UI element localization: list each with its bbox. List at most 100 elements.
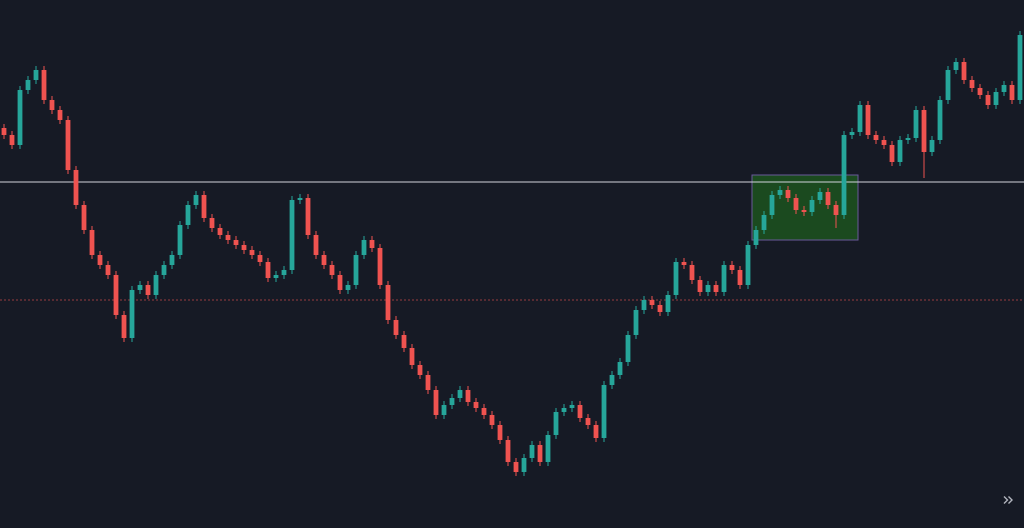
candle-body [273, 275, 279, 278]
candle-body [385, 285, 391, 320]
candle-body [937, 100, 943, 140]
candle-body [873, 135, 879, 140]
candle-body [601, 385, 607, 438]
candle-body [801, 210, 807, 212]
candle-body [721, 265, 727, 292]
candle-body [681, 262, 687, 265]
candle-body [1017, 35, 1023, 100]
candle-body [729, 265, 735, 270]
candle-body [217, 228, 223, 235]
candle-body [41, 70, 47, 100]
candle-body [49, 100, 55, 110]
candle-body [657, 305, 663, 312]
candle-body [185, 205, 191, 225]
candle-body [633, 310, 639, 335]
candle-body [793, 198, 799, 210]
candle-body [65, 120, 71, 170]
candle-body [521, 458, 527, 472]
candle-body [473, 402, 479, 408]
candle-body [929, 140, 935, 152]
candle-body [393, 320, 399, 335]
candle-body [313, 235, 319, 255]
candle-body [609, 375, 615, 385]
candle-body [441, 405, 447, 415]
candle-body [249, 250, 255, 255]
candle-body [881, 140, 887, 145]
candle-body [857, 105, 863, 132]
candle-body [641, 300, 647, 310]
candle-body [1, 128, 7, 135]
candle-body [985, 95, 991, 105]
candle-body [561, 408, 567, 412]
candle-body [705, 285, 711, 292]
candle-body [433, 390, 439, 415]
candle-body [841, 135, 847, 215]
candle-body [745, 245, 751, 285]
candle-body [529, 445, 535, 458]
candle-body [329, 265, 335, 275]
candle-body [897, 140, 903, 162]
candle-body [1009, 85, 1015, 100]
candle-body [577, 405, 583, 418]
candle-body [665, 295, 671, 312]
candle-body [289, 200, 295, 270]
candle-body [825, 192, 831, 205]
candle-body [737, 270, 743, 285]
candle-body [545, 435, 551, 462]
scroll-button[interactable] [999, 491, 1017, 509]
candle-body [785, 190, 791, 198]
candle-body [297, 198, 303, 200]
candle-body [169, 255, 175, 265]
scroll-icon[interactable] [1003, 496, 1013, 504]
candle-body [137, 285, 143, 290]
candle-body [993, 92, 999, 105]
candle-body [697, 280, 703, 292]
candle-body [225, 235, 231, 240]
candle-body [57, 110, 63, 120]
candle-body [713, 285, 719, 292]
candle-body [809, 200, 815, 212]
candle-body [241, 245, 247, 250]
candle-body [105, 265, 111, 275]
candle-body [489, 415, 495, 425]
candle-body [73, 170, 79, 205]
candle-body [553, 412, 559, 435]
candle-body [849, 132, 855, 135]
candle-body [777, 190, 783, 195]
candle-body [537, 445, 543, 462]
candle-body [305, 198, 311, 235]
candle-body [417, 365, 423, 375]
candle-body [921, 110, 927, 152]
candle-body [497, 425, 503, 440]
candle-body [361, 240, 367, 255]
candle-body [769, 195, 775, 215]
candle-body [617, 362, 623, 375]
candle-body [25, 80, 31, 90]
candle-body [17, 90, 23, 145]
candle-body [401, 335, 407, 348]
candle-body [121, 315, 127, 338]
candle-body [513, 462, 519, 472]
candle-body [33, 70, 39, 80]
candle-body [689, 265, 695, 280]
candle-body [465, 390, 471, 402]
candle-body [865, 105, 871, 135]
candle-body [369, 240, 375, 248]
candle-body [953, 62, 959, 70]
candle-body [761, 215, 767, 230]
candle-body [569, 405, 575, 408]
candle-body [889, 145, 895, 162]
candle-body [345, 285, 351, 290]
candle-body [649, 300, 655, 305]
candle-body [945, 70, 951, 100]
candle-body [913, 110, 919, 138]
candle-body [233, 240, 239, 245]
candle-body [81, 205, 87, 230]
candle-body [209, 218, 215, 228]
candle-body [409, 348, 415, 365]
candle-body [481, 408, 487, 415]
candle-body [129, 290, 135, 338]
candle-body [281, 270, 287, 275]
